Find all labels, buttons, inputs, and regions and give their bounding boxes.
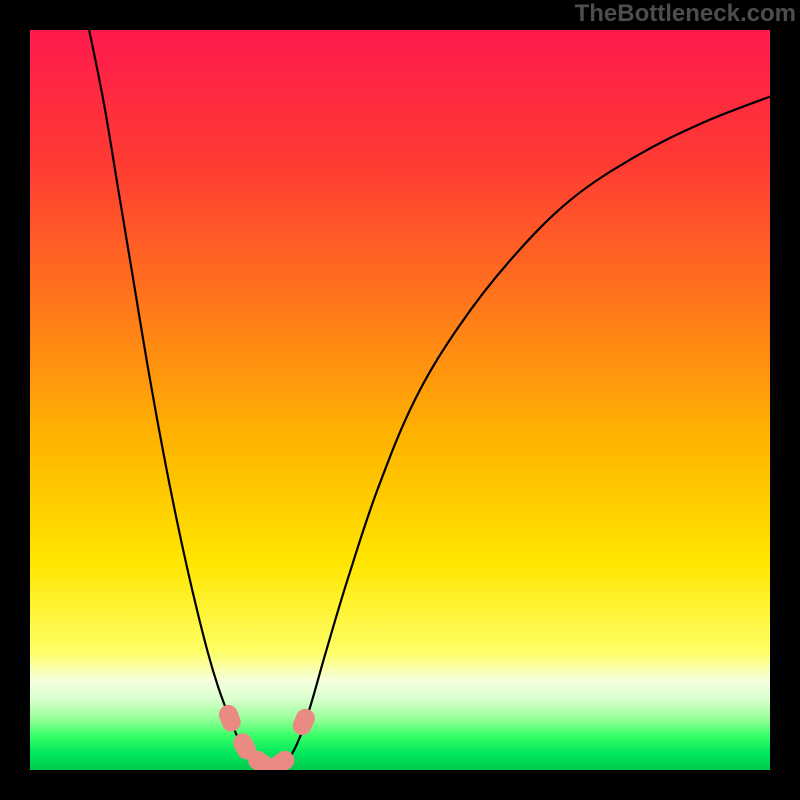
chart-svg [30, 30, 770, 770]
chart-frame [0, 0, 800, 800]
plot-area [30, 30, 770, 770]
watermark-text: TheBottleneck.com [575, 0, 796, 28]
gradient-background [30, 30, 770, 770]
